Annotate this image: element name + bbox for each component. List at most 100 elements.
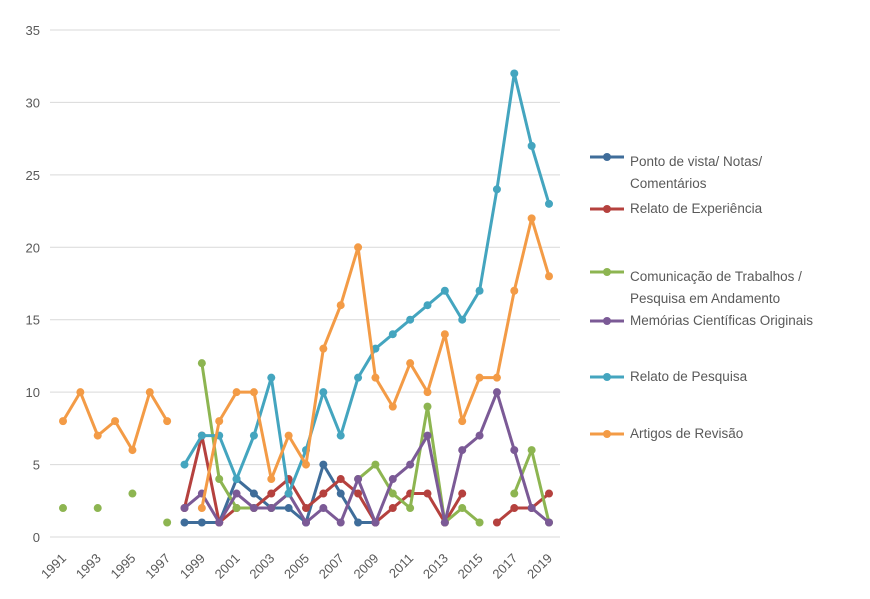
series-line <box>183 71 551 496</box>
point <box>510 489 519 498</box>
point <box>145 388 154 397</box>
x-tick-label: 2013 <box>420 551 451 582</box>
x-tick-label: 1999 <box>177 551 208 582</box>
point <box>319 460 328 469</box>
x-tick-label: 1995 <box>107 551 138 582</box>
point <box>215 475 224 484</box>
point <box>492 373 501 382</box>
point <box>458 315 467 324</box>
point <box>111 417 120 426</box>
point <box>93 504 102 513</box>
x-tick-label: 2009 <box>350 551 381 582</box>
point <box>354 489 363 498</box>
point <box>284 489 293 498</box>
point <box>267 489 276 498</box>
point <box>406 504 415 513</box>
series-line <box>200 362 551 525</box>
point <box>475 286 484 295</box>
point <box>388 330 397 339</box>
point <box>388 475 397 484</box>
point <box>267 504 276 513</box>
point <box>93 431 102 440</box>
point <box>319 344 328 353</box>
point <box>215 518 224 527</box>
point <box>545 518 553 527</box>
x-tick-label: 2019 <box>524 551 555 582</box>
x-tick-label: 2001 <box>212 551 243 582</box>
x-tick-label: 2007 <box>316 551 347 582</box>
point <box>527 504 536 513</box>
point <box>475 518 484 527</box>
point <box>354 373 363 382</box>
point <box>388 489 397 498</box>
point <box>180 518 189 527</box>
legend-key <box>590 373 624 381</box>
point <box>510 446 519 455</box>
point <box>527 214 536 223</box>
point <box>510 286 519 295</box>
legend-key <box>590 317 624 325</box>
point <box>302 460 310 469</box>
x-tick-label: 1993 <box>73 551 104 582</box>
point <box>163 417 172 426</box>
legend-label: Comunicação de Trabalhos / Pesquisa em A… <box>630 269 802 306</box>
point <box>510 504 519 513</box>
x-tick-label: 2011 <box>386 551 416 581</box>
y-tick-label: 35 <box>26 23 40 38</box>
point <box>59 504 67 513</box>
point <box>180 504 189 513</box>
point <box>545 199 553 208</box>
y-tick-label: 0 <box>33 530 40 545</box>
y-tick-label: 25 <box>26 168 40 183</box>
point <box>354 475 363 484</box>
y-tick-label: 15 <box>26 313 40 328</box>
point <box>336 431 345 440</box>
point <box>319 489 328 498</box>
y-tick-label: 10 <box>26 385 40 400</box>
point <box>475 373 484 382</box>
point <box>440 286 449 295</box>
point <box>319 504 328 513</box>
point <box>197 504 206 513</box>
x-tick-label: 2003 <box>246 551 277 582</box>
point <box>545 489 553 498</box>
point <box>128 489 137 498</box>
point <box>284 431 293 440</box>
legend-key <box>590 268 624 276</box>
point <box>249 431 258 440</box>
legend-entry: Artigos de Revisão <box>590 423 850 445</box>
point <box>371 344 380 353</box>
point <box>371 460 380 469</box>
point <box>406 359 415 368</box>
point <box>527 141 536 150</box>
legend-label: Ponto de vista/ Notas/ Comentários <box>630 154 763 191</box>
point <box>232 388 241 397</box>
point <box>423 431 432 440</box>
legend-key <box>590 153 624 161</box>
point <box>180 460 189 469</box>
point <box>423 489 432 498</box>
point <box>163 518 172 527</box>
point <box>545 272 553 281</box>
point <box>249 504 258 513</box>
series-line <box>183 390 550 525</box>
point <box>267 373 276 382</box>
point <box>319 388 328 397</box>
point <box>76 388 85 397</box>
point <box>128 446 137 455</box>
point <box>458 417 467 426</box>
y-tick-label: 30 <box>26 95 40 110</box>
x-tick-label: 2005 <box>281 551 312 582</box>
point <box>59 417 67 426</box>
point <box>232 504 241 513</box>
point <box>336 489 345 498</box>
point <box>406 460 415 469</box>
point <box>423 388 432 397</box>
point <box>458 504 467 513</box>
x-tick-label: 2017 <box>489 551 520 582</box>
point <box>197 518 206 527</box>
x-tick-label: 1991 <box>38 551 69 582</box>
legend-entry: Comunicação de Trabalhos / Pesquisa em A… <box>590 266 840 310</box>
point <box>232 489 241 498</box>
